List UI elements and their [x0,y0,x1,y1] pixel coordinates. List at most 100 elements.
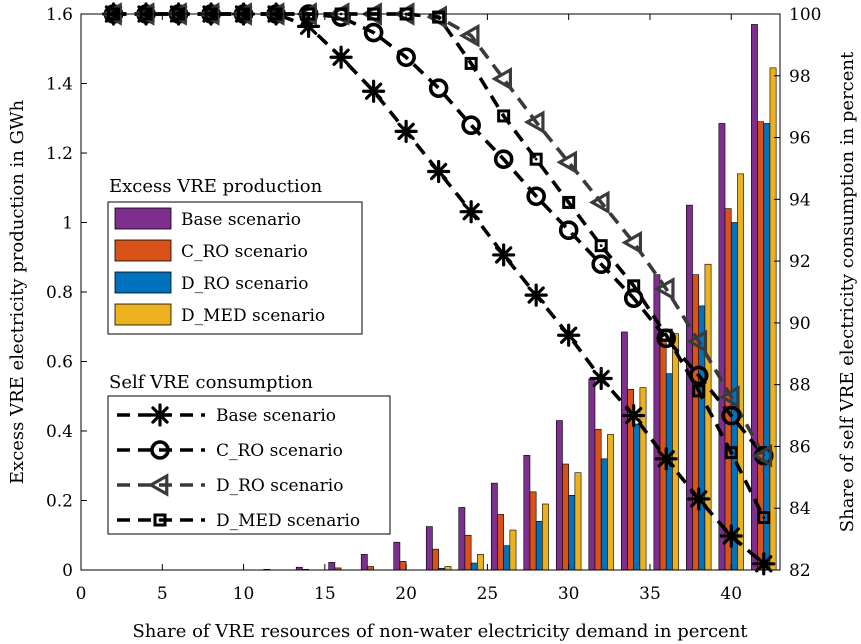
data-point [751,443,773,468]
square-marker-dot [567,201,571,204]
bar [367,566,374,571]
bar [562,463,569,571]
asterisk-stroke [527,286,545,304]
y-tick-label-left: 0.4 [46,422,73,442]
line-legend: Self VRE consumption Base scenario C_RO s… [107,372,391,535]
data-point [562,195,576,209]
bar [737,173,744,571]
square-marker-dot [437,15,441,19]
data-point [686,329,708,354]
data-point [588,190,610,215]
bar [620,331,628,571]
line-legend-label: C_RO scenario [216,441,343,461]
bar-legend-swatch [114,207,172,230]
line-legend-label: D_MED scenario [216,511,360,531]
data-point [148,403,172,427]
data-point [719,524,743,548]
x-tick-label: 10 [233,584,255,604]
square-marker [757,510,771,524]
bar [555,420,563,571]
bar-legend-label: C_RO scenario [181,242,308,262]
asterisk-stroke [364,82,383,100]
square-marker [153,513,167,527]
y-tick-label-right: 96 [789,129,811,149]
circle-marker [363,22,384,43]
square-marker [627,279,641,293]
bar [751,24,758,571]
bar [360,554,368,571]
data-point [724,446,738,460]
data-point [627,279,641,293]
bar [594,428,602,571]
triangle-marker [523,110,545,134]
bar-legend-label: D_RO scenario [181,274,308,294]
circle-marker [396,47,416,68]
bar [425,526,433,571]
asterisk-stroke [690,490,708,508]
bar [503,545,511,571]
circle-marker [526,186,546,207]
square-marker [464,56,478,70]
data-point [557,323,581,347]
y-tick-label-left: 1.4 [46,75,73,95]
asterisk-stroke [151,406,169,424]
bar [607,434,614,571]
y-tick-label-right: 92 [789,252,811,272]
bar [399,561,407,571]
bar [529,491,537,571]
bar [464,534,472,571]
x-tick-label: 15 [314,584,336,604]
data-point [394,119,418,143]
y-tick-label-left: 0.8 [46,283,73,303]
square-marker-dot [534,157,538,161]
square-marker [562,195,576,209]
bar-legend-title: Excess VRE production [109,176,323,197]
asterisk-stroke [560,326,578,344]
bar [686,204,693,571]
bar-legend-label: D_MED scenario [181,306,325,326]
line-legend-items: Base scenario C_RO scenario D_RO scenario D… [117,403,360,531]
data-point [621,230,643,255]
bar [393,541,401,571]
data-point [688,365,709,386]
bar [568,494,576,571]
data-point [150,440,170,460]
bar-legend-swatch [114,271,172,294]
bar [328,562,336,571]
bar-layer [263,24,777,571]
data-point [653,277,675,301]
y-tick-label-right: 90 [789,314,811,334]
y-tick-label-right: 84 [789,499,811,519]
data-point [622,403,646,428]
data-point [153,513,167,527]
bar-legend-swatch [114,239,172,262]
y-tick-label-left: 0.2 [46,492,73,512]
data-point [396,47,416,68]
data-point [493,149,514,169]
y-tick-label-right: 100 [789,5,821,25]
bar [718,123,726,571]
data-point [687,487,711,511]
data-point [428,78,449,98]
bar [600,458,608,571]
tick-layer: 0 5 10 15 20 25 30 35 40 0 0.2 0.4 0.6 0.8 1 1.2 1.4 1.6 8… [46,5,822,604]
marker-layer [101,2,776,576]
asterisk-stroke [722,527,740,545]
line-legend-title: Self VRE consumption [109,372,313,393]
bar [509,529,517,571]
asterisk-stroke [429,162,448,181]
y-tick-label-left: 1.6 [46,5,73,25]
bar [477,554,484,571]
bar [444,566,452,571]
square-marker-dot [664,333,668,337]
bar [490,482,498,571]
triangle-marker [751,443,773,468]
line-legend-label: Base scenario [216,406,336,426]
data-point [721,405,742,426]
y-axis-label-left: Excess VRE electricity production in GWh [7,100,28,485]
triangle-marker [458,23,480,48]
data-point [523,110,545,134]
circle-marker [150,440,170,460]
data-point [654,447,678,471]
x-tick-label: 40 [720,584,742,604]
